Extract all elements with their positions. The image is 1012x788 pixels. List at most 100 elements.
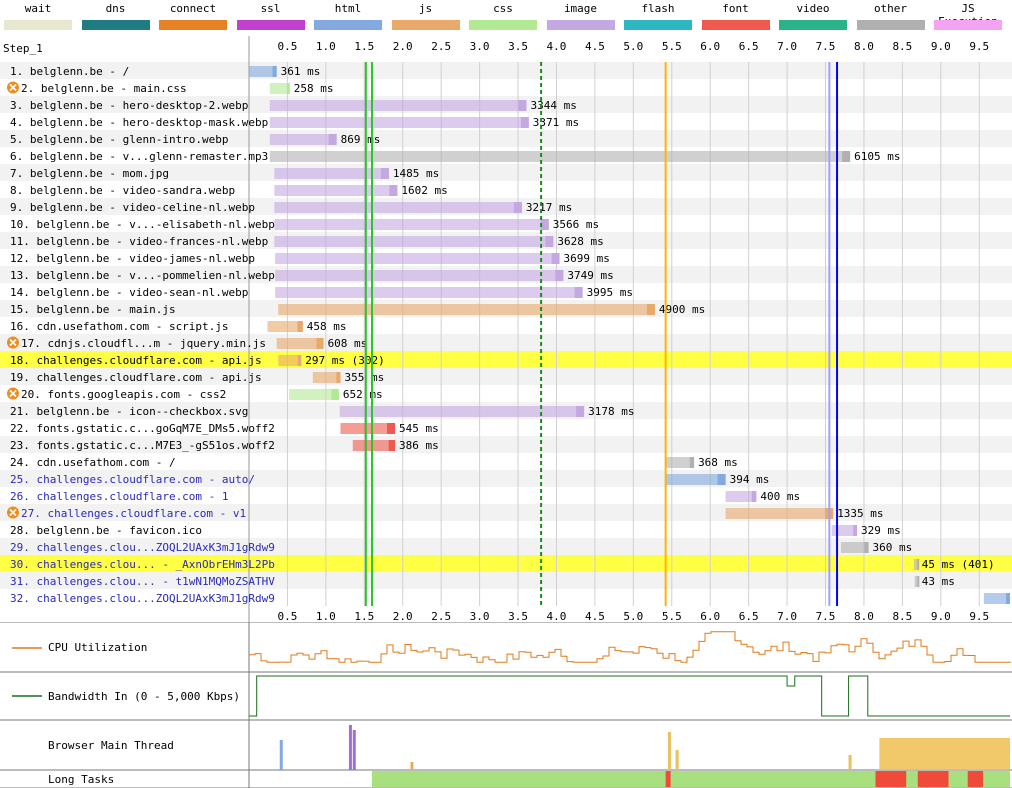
request-bar-download bbox=[917, 576, 920, 587]
request-bar-download bbox=[520, 117, 529, 128]
tick-label-bottom: 6.0 bbox=[700, 610, 720, 622]
long-task-idle bbox=[371, 771, 1011, 787]
main-thread-activity bbox=[352, 730, 356, 770]
request-label: 20. fonts.googleapis.com - css2 bbox=[21, 388, 226, 401]
cpu-utilization-line bbox=[249, 631, 1011, 663]
request-bar-download bbox=[751, 491, 757, 502]
tick-label-bottom: 3.5 bbox=[508, 610, 528, 622]
legend-swatch bbox=[314, 20, 382, 30]
request-bar-download bbox=[917, 559, 920, 570]
table-row-bg bbox=[0, 164, 1012, 181]
metric-label: CPU Utilization bbox=[48, 641, 147, 654]
request-label: 23. fonts.gstatic.c...M7E3_-gS51os.woff2 bbox=[10, 439, 275, 452]
tick-label-bottom: 5.5 bbox=[662, 610, 682, 622]
tick-label-bottom: 4.5 bbox=[585, 610, 605, 622]
warning-icon-cross bbox=[9, 83, 17, 92]
request-bar bbox=[274, 236, 554, 247]
request-bar-download bbox=[555, 270, 564, 281]
tick-label-top: 4.5 bbox=[585, 40, 605, 53]
long-task bbox=[917, 771, 949, 787]
legend-swatch bbox=[546, 20, 615, 30]
tick-label-bottom: 5.0 bbox=[623, 610, 643, 622]
table-row-bg bbox=[0, 555, 1012, 572]
legend-item-css: css bbox=[467, 2, 539, 32]
table-row-bg bbox=[0, 334, 1012, 351]
tick-label-bottom: 9.5 bbox=[969, 610, 989, 622]
request-timing: 1602 ms bbox=[401, 184, 447, 197]
legend-swatch bbox=[4, 20, 72, 30]
request-timing: 1485 ms bbox=[393, 167, 439, 180]
long-task bbox=[967, 771, 984, 787]
request-bar bbox=[312, 372, 341, 383]
legend-swatch bbox=[81, 20, 150, 30]
legend-item-ssl: ssl bbox=[235, 2, 307, 32]
metrics-panel: CPU Utilization Bandwidth In (0 - 5,000 K… bbox=[0, 622, 1012, 788]
legend-item-wait: wait bbox=[2, 2, 74, 32]
request-timing: 458 ms bbox=[307, 320, 347, 333]
request-bar-download bbox=[297, 355, 302, 366]
request-bar bbox=[275, 253, 560, 264]
request-bar-download bbox=[646, 304, 655, 315]
request-bar-download bbox=[297, 321, 303, 332]
legend-swatch bbox=[934, 20, 1002, 30]
request-label: 13. belglenn.be - v...-pommelien-nl.webp bbox=[10, 269, 275, 282]
main-thread-activity bbox=[848, 755, 852, 770]
request-label: 24. cdn.usefathom.com - / bbox=[10, 456, 176, 469]
table-row-bg bbox=[0, 419, 1012, 436]
table-row-bg bbox=[0, 487, 1012, 504]
request-bar bbox=[274, 219, 549, 230]
request-bar bbox=[725, 491, 757, 502]
legend-item-font: font bbox=[700, 2, 772, 32]
request-bar-download bbox=[387, 423, 396, 434]
tick-label-bottom: 8.5 bbox=[892, 610, 912, 622]
request-bar bbox=[274, 185, 398, 196]
tick-label-bottom: 1.0 bbox=[316, 610, 336, 622]
request-bar bbox=[269, 100, 527, 111]
request-timing: 3628 ms bbox=[557, 235, 603, 248]
legend-swatch bbox=[236, 20, 305, 30]
request-bar bbox=[275, 270, 564, 281]
request-timing: 361 ms bbox=[281, 65, 321, 78]
legend-label: css bbox=[493, 2, 513, 15]
request-timing: 3566 ms bbox=[553, 218, 599, 231]
request-bar-download bbox=[842, 151, 851, 162]
request-bar bbox=[339, 406, 585, 417]
tick-label-top: 2.5 bbox=[431, 40, 451, 53]
tick-label-top: 0.5 bbox=[277, 40, 297, 53]
tick-label-bottom: 7.0 bbox=[777, 610, 797, 622]
tick-label-bottom: 1.5 bbox=[354, 610, 374, 622]
request-bar bbox=[269, 117, 529, 128]
bandwidth-line bbox=[249, 675, 1010, 717]
request-timing: 3749 ms bbox=[567, 269, 613, 282]
table-row-bg bbox=[0, 317, 1012, 334]
request-label: 29. challenges.clou...ZOQL2UAxK3mJ1gRdw9 bbox=[10, 541, 275, 554]
request-timing: 3371 ms bbox=[533, 116, 579, 129]
legend-swatch bbox=[391, 20, 460, 30]
request-timing: 652 ms bbox=[343, 388, 383, 401]
request-bar bbox=[665, 457, 695, 468]
tick-label-bottom: 4.0 bbox=[547, 610, 567, 622]
request-timing: 3699 ms bbox=[564, 252, 610, 265]
legend-label: ssl bbox=[260, 2, 281, 15]
request-bar bbox=[269, 151, 851, 162]
request-bar-download bbox=[380, 168, 389, 179]
table-row-bg bbox=[0, 436, 1012, 453]
request-bar-download bbox=[864, 542, 869, 553]
request-label: 30. challenges.clou... - _AxnObrEHm3L2Pb bbox=[10, 558, 275, 571]
legend-label: js bbox=[418, 2, 433, 15]
request-bar bbox=[269, 134, 337, 145]
table-row-bg bbox=[0, 521, 1012, 538]
request-bar bbox=[665, 474, 726, 485]
long-task bbox=[875, 771, 907, 787]
tick-label-top: 7.0 bbox=[777, 40, 797, 53]
request-bar-download bbox=[331, 389, 339, 400]
request-label: 21. belglenn.be - icon--checkbox.svg bbox=[10, 405, 248, 418]
table-row-bg bbox=[0, 79, 1012, 96]
request-bar bbox=[725, 508, 834, 519]
request-bar bbox=[914, 576, 918, 587]
request-timing: 3217 ms bbox=[526, 201, 572, 214]
tick-label-bottom: 0.5 bbox=[277, 610, 297, 622]
table-row-bg bbox=[0, 181, 1012, 198]
request-timing: 368 ms bbox=[698, 456, 738, 469]
request-timing: 43 ms bbox=[922, 575, 955, 588]
